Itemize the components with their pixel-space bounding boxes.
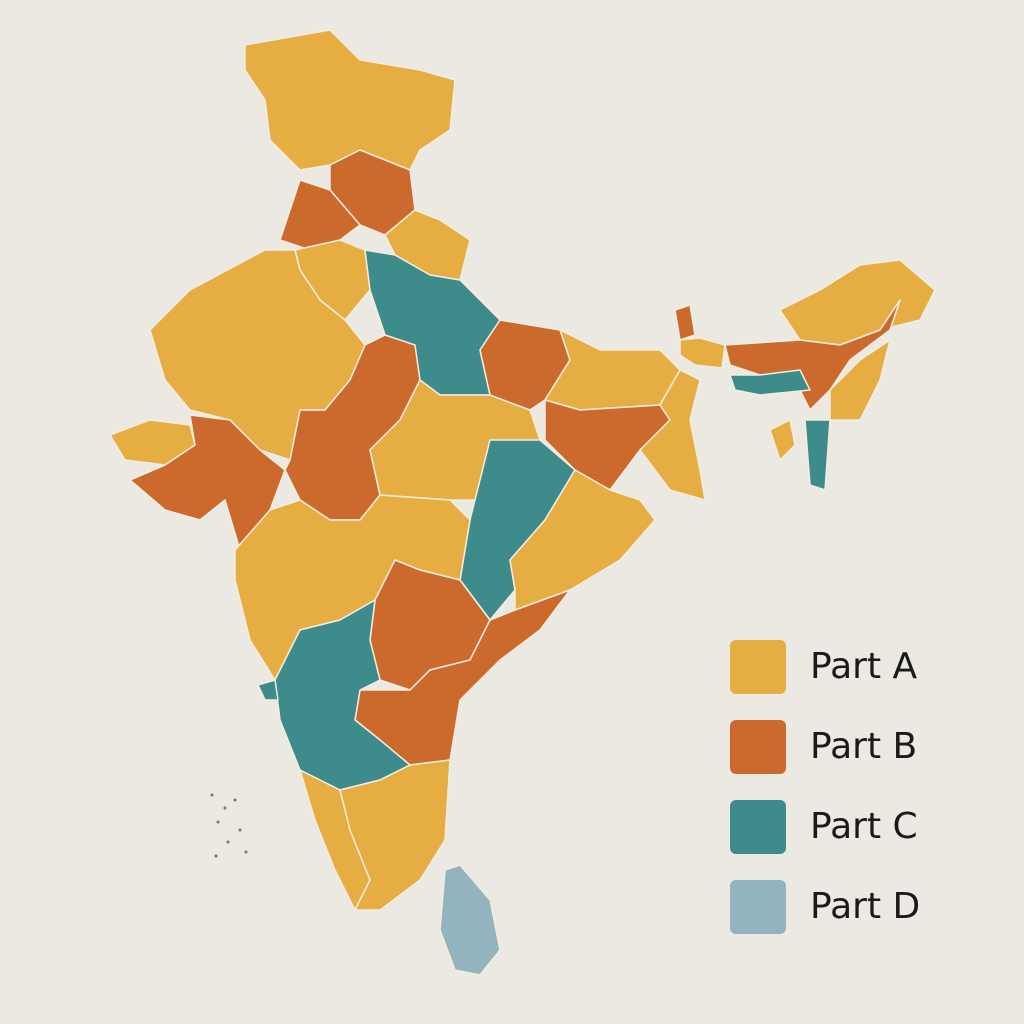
islands (210, 793, 248, 858)
legend-swatch (730, 880, 786, 934)
island-dot (226, 840, 230, 844)
region (674, 304, 696, 341)
island-dot (216, 820, 220, 824)
region (509, 469, 656, 611)
island-dot (223, 806, 227, 810)
legend-label: Part A (810, 646, 918, 687)
region (439, 864, 501, 976)
region (804, 419, 831, 491)
map (109, 29, 936, 976)
legend-label: Part C (810, 806, 918, 847)
island-dot (238, 828, 242, 832)
region (769, 419, 796, 461)
region (257, 679, 279, 701)
region (639, 369, 706, 501)
legend-swatch (730, 800, 786, 854)
legend-swatch (730, 640, 786, 694)
island-dot (210, 793, 214, 797)
island-dot (244, 850, 248, 854)
legend: Part A Part B Part C Part D (730, 640, 920, 934)
legend-swatch (730, 720, 786, 774)
legend-label: Part D (810, 886, 920, 927)
island-dot (233, 798, 237, 802)
region (729, 369, 811, 396)
region (679, 337, 726, 369)
island-dot (214, 854, 218, 858)
region (339, 759, 451, 911)
legend-label: Part B (810, 726, 917, 767)
